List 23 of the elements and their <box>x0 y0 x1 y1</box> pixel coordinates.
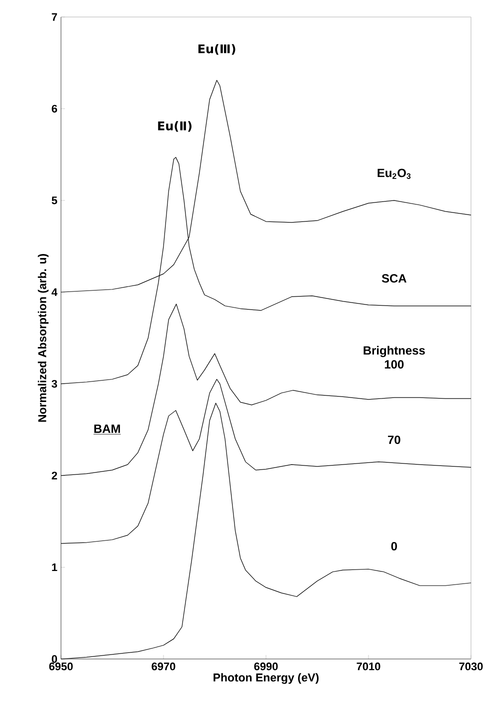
series-label: SCA <box>382 274 406 283</box>
series-label: 0 <box>391 542 397 550</box>
y-tick-label: 5 <box>52 196 58 204</box>
annotation: BAM <box>94 424 120 433</box>
x-tick-label: 6950 <box>49 662 73 670</box>
y-tick-label: 4 <box>52 288 58 296</box>
x-axis-title: Photon Energy (eV) <box>214 673 319 684</box>
y-tick-label: 0 <box>52 655 58 663</box>
y-tick-label: 6 <box>52 104 58 113</box>
y-tick-label: 3 <box>52 380 58 388</box>
text: Brightness 100 <box>364 346 425 369</box>
x-tick-label: 7030 <box>459 662 483 670</box>
x-tick-label: 6970 <box>152 662 176 670</box>
y-tick-label: 2 <box>52 472 58 480</box>
series-label: Eu$_{2}$O$_{3}$ <box>378 168 411 179</box>
y-tick-label: 7 <box>52 13 57 21</box>
annotation: Eu(Ⅲ) <box>198 44 236 55</box>
series-label: 70 <box>388 436 400 444</box>
x-tick-label: 6990 <box>254 662 278 670</box>
y-axis-title: Normalized Absorption (arb. u) <box>38 254 49 422</box>
y-tick-label: 1 <box>52 564 58 572</box>
annotation: Eu(Ⅱ) <box>158 121 192 132</box>
x-tick-label: 7010 <box>356 662 380 670</box>
